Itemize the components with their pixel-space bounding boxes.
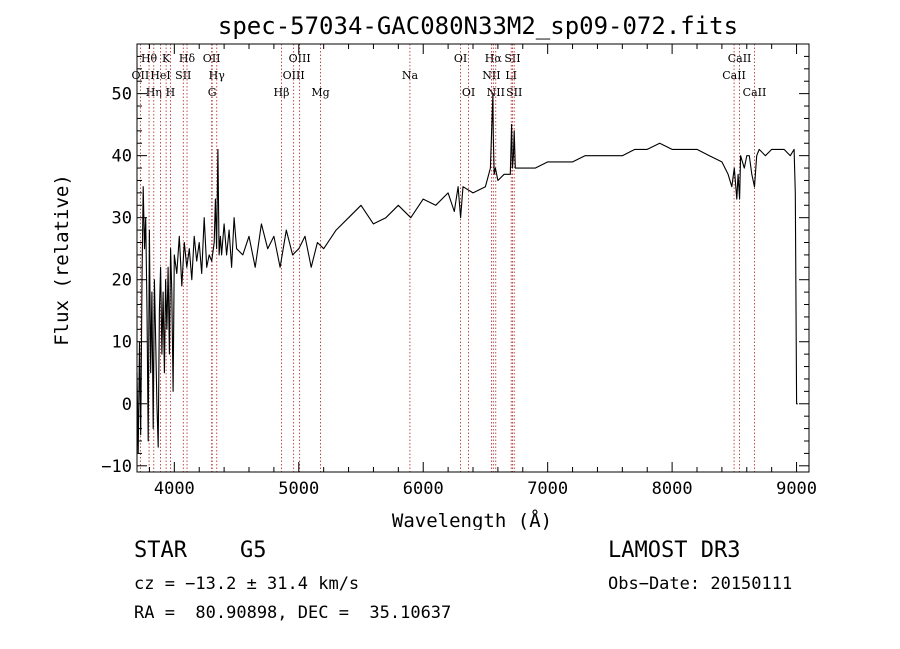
x-tick-label: 5000 xyxy=(278,479,319,499)
plot-frame xyxy=(136,43,810,473)
chart-title: spec-57034-GAC080N33M2_sp09-072.fits xyxy=(218,12,738,40)
line-label: SII xyxy=(504,52,520,65)
spectrum-chart: spec-57034-GAC080N33M2_sp09-072.fits Wav… xyxy=(51,12,817,530)
line-label: OI xyxy=(462,86,475,99)
y-axis-label: Flux (relative) xyxy=(51,174,73,346)
x-tick-label: 9000 xyxy=(776,479,817,499)
coordinates: RA = 80.90898, DEC = 35.10637 xyxy=(134,603,452,623)
y-tick-label: 30 xyxy=(112,209,132,229)
line-label: OII xyxy=(203,52,221,65)
line-label: NII xyxy=(482,69,500,82)
line-label: Hγ xyxy=(209,69,226,82)
line-label: SII xyxy=(506,86,522,99)
survey-name: LAMOST DR3 xyxy=(608,538,741,563)
redshift-velocity: cz = −13.2 ± 31.4 km/s xyxy=(134,574,360,594)
y-tick-label: 10 xyxy=(112,333,132,353)
line-label: Hη xyxy=(146,86,162,99)
line-label: Na xyxy=(402,69,419,82)
y-tick-label: −10 xyxy=(101,457,132,477)
line-label: OIII xyxy=(283,69,305,82)
line-label: OII xyxy=(132,69,150,82)
line-label: CaII xyxy=(722,69,746,82)
line-label: H xyxy=(166,86,176,99)
x-tick-label: 7000 xyxy=(527,479,568,499)
line-label: Hθ xyxy=(141,52,158,65)
line-label: LI xyxy=(505,69,517,82)
flux-series xyxy=(136,93,798,454)
y-tick-label: 40 xyxy=(112,147,132,167)
line-label: Hα xyxy=(485,52,503,65)
x-axis-label: Wavelength (Å) xyxy=(392,509,552,530)
line-label: Hδ xyxy=(179,52,196,65)
y-tick-label: 50 xyxy=(112,85,132,105)
x-tick-label: 8000 xyxy=(652,479,693,499)
object-class: STAR G5 xyxy=(134,538,267,563)
line-label: HeI xyxy=(150,69,170,82)
observation-date: Obs−Date: 20150111 xyxy=(608,574,793,594)
y-tick-label: 0 xyxy=(122,395,132,415)
line-label: Mg xyxy=(311,86,329,99)
x-tick-label: 4000 xyxy=(154,479,195,499)
line-label: CaII xyxy=(728,52,752,65)
line-label: G xyxy=(208,86,217,99)
y-tick-label: 20 xyxy=(112,271,132,291)
line-label: OIII xyxy=(289,52,311,65)
line-label: NII xyxy=(487,86,505,99)
x-tick-label: 6000 xyxy=(403,479,444,499)
line-label: K xyxy=(162,52,171,65)
line-label: OI xyxy=(454,52,467,65)
line-label: CaII xyxy=(743,86,767,99)
line-label: SII xyxy=(175,69,191,82)
line-label: Hβ xyxy=(274,86,290,99)
